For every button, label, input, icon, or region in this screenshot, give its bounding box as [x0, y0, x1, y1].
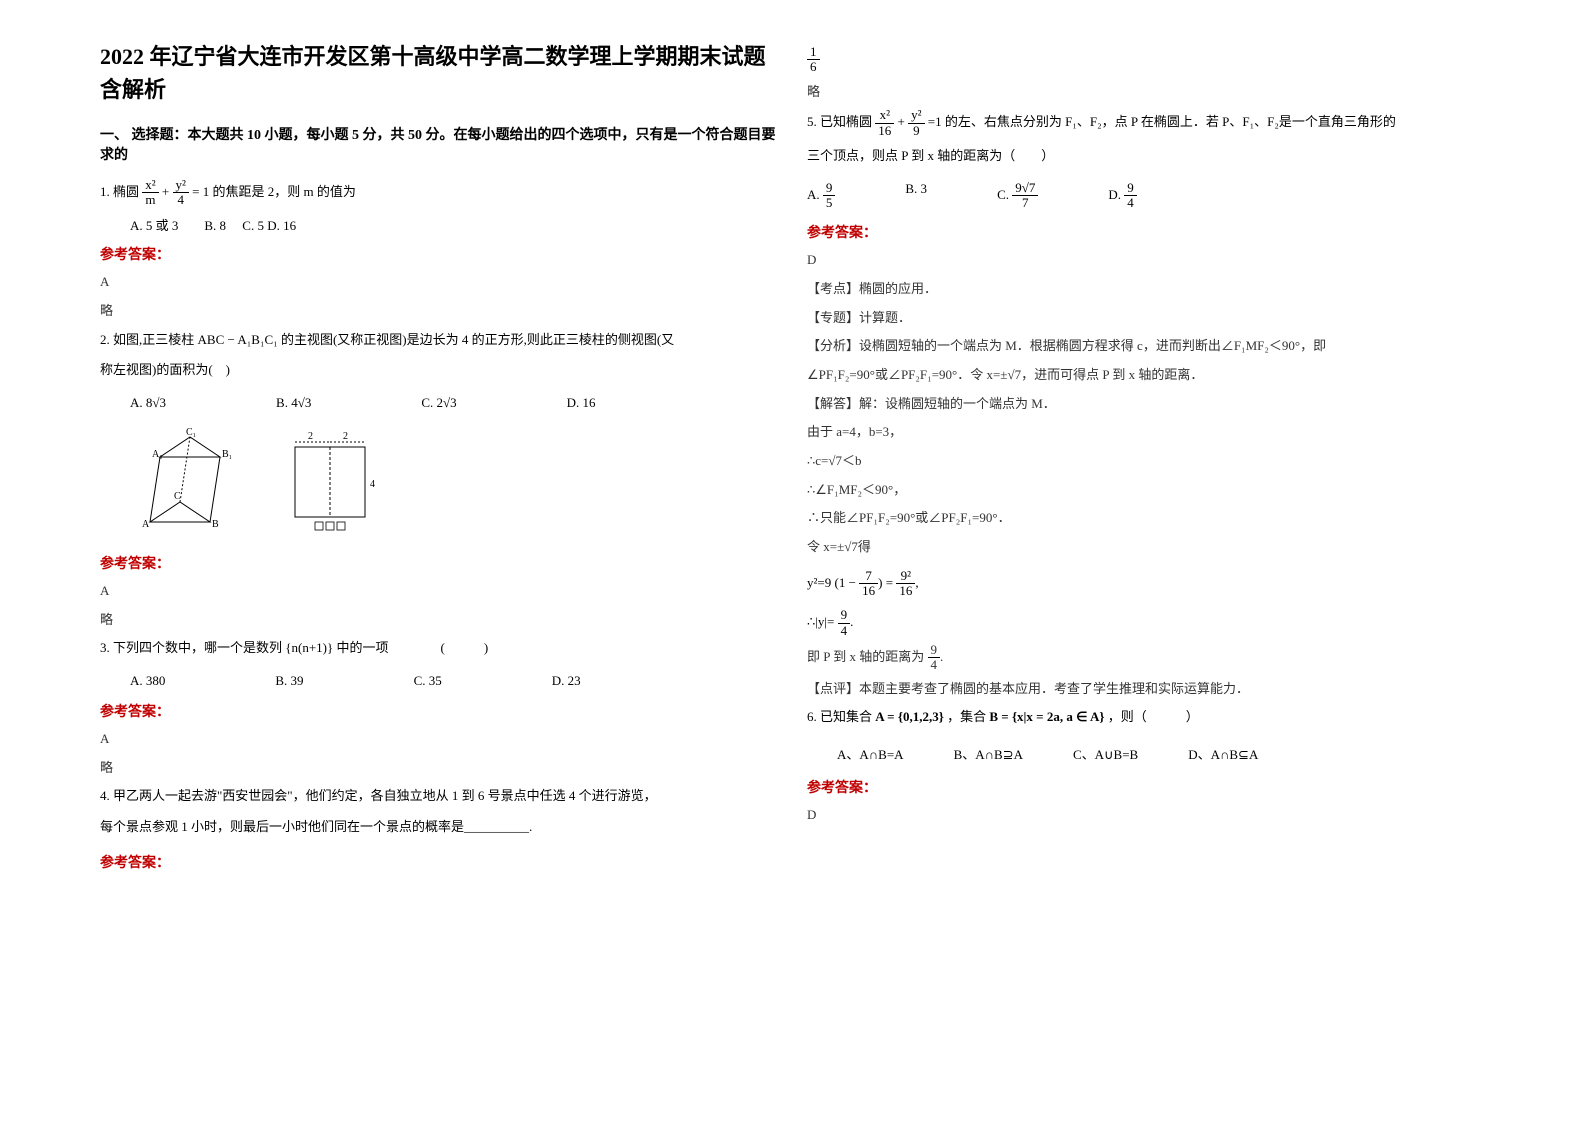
- svg-text:B: B: [212, 519, 219, 530]
- q6-mid: ，集合: [947, 709, 986, 724]
- q2-line2: 称左视图)的面积为( ): [100, 358, 780, 383]
- q5-s4: ∠PF₁F₂=90°或∠PF₂F₁=90°．令 x=±√7，进而可得点 P 到 …: [807, 363, 1487, 388]
- q6-suffix: ，则（ ）: [1108, 709, 1199, 724]
- q1-suffix: 的焦距是 2，则 m 的值为: [213, 184, 356, 199]
- q3-optC: C. 35: [414, 673, 442, 689]
- q4-brief: 略: [807, 80, 1487, 105]
- q6-answer: D: [807, 803, 1487, 828]
- prism-diagram: A B C A₁ B₁ C₁: [130, 427, 250, 537]
- svg-text:4: 4: [370, 479, 375, 490]
- q2-diagrams: A B C A₁ B₁ C₁ 2 2 4: [130, 427, 780, 537]
- q6-options: A、A∩B=A B、A∩B⊇A C、A∪B=B D、A∩B⊆A: [807, 744, 1487, 763]
- q5-suffix: =1 的左、右焦点分别为 F₁、F₂，点 P 在椭圆上．若 P、F₁、F₂是一个…: [928, 114, 1396, 129]
- question-2: 2. 如图,正三棱柱 ABC − A₁B₁C₁ 的主视图(又称正视图)是边长为 …: [100, 328, 780, 353]
- q6-optC: C、A∪B=B: [1073, 744, 1138, 763]
- q1-prefix: 1. 椭圆: [100, 184, 139, 199]
- q2-options: A. 8√3 B. 4√3 C. 2√3 D. 16: [100, 395, 780, 411]
- q5-prefix: 5. 已知椭圆: [807, 114, 872, 129]
- q6-optD: D、A∩B⊆A: [1188, 744, 1258, 763]
- q2-optA: A. 8√3: [130, 395, 166, 411]
- q3-answer: A: [100, 727, 780, 752]
- q6-setA: A = {0,1,2,3}: [875, 709, 944, 724]
- q5-s8: ∴∠F₁MF₂＜90°，: [807, 478, 1487, 503]
- q4-answer-frac: 1 6: [807, 45, 1487, 75]
- question-1: 1. 椭圆 x²m + y²4 = 1 的焦距是 2，则 m 的值为: [100, 178, 780, 208]
- q5-answer-label: 参考答案：: [807, 222, 1487, 242]
- front-view-diagram: 2 2 4: [280, 427, 390, 537]
- q2-sup: ABC − A₁B₁C₁: [198, 332, 278, 347]
- question-3: 3. 下列四个数中，哪一个是数列 {n(n+1)} 中的一项 ( ): [100, 636, 780, 661]
- right-column: 1 6 略 5. 已知椭圆 x²16 + y²9 =1 的左、右焦点分别为 F₁…: [807, 40, 1487, 1082]
- q6-optB: B、A∩B⊇A: [954, 744, 1023, 763]
- left-column: 2022 年辽宁省大连市开发区第十高级中学高二数学理上学期期末试题含解析 一、 …: [100, 40, 780, 1082]
- q5-optA: A. 95: [807, 181, 835, 211]
- question-4-line2: 每个景点参观 1 小时，则最后一小时他们同在一个景点的概率是__________…: [100, 815, 780, 840]
- q2-suffix: 的主视图(又称正视图)是边长为 4 的正方形,则此正三棱柱的侧视图(又: [281, 332, 674, 347]
- q1-formula-2: y²4: [173, 178, 189, 208]
- q6-prefix: 6. 已知集合: [807, 709, 872, 724]
- q1-answer: A: [100, 270, 780, 295]
- q5-s5: 【解答】解：设椭圆短轴的一个端点为 M．: [807, 392, 1487, 417]
- q5-s15: 【点评】本题主要考查了椭圆的基本应用．考查了学生推理和实际运算能力．: [807, 677, 1487, 702]
- q5-frac2: y²9: [908, 108, 924, 138]
- question-6: 6. 已知集合 A = {0,1,2,3} ，集合 B = {x|x = 2a,…: [807, 705, 1487, 730]
- q3-optD: D. 23: [552, 673, 581, 689]
- svg-text:2: 2: [308, 431, 313, 442]
- q1-options: A. 5 或 3 B. 8 C. 5 D. 16: [100, 214, 780, 239]
- q3-options: A. 380 B. 39 C. 35 D. 23: [100, 673, 780, 689]
- q6-answer-label: 参考答案：: [807, 777, 1487, 797]
- q5-s14: 即 P 到 x 轴的距离为 94.: [807, 643, 1487, 673]
- q4-answer-label: 参考答案：: [100, 852, 780, 872]
- q3-suffix: 中的一项 ( ): [337, 640, 489, 655]
- q3-formula: {n(n+1)}: [285, 640, 333, 655]
- q5-s9: ∴只能∠PF₁F₂=90°或∠PF₂F₁=90°．: [807, 506, 1487, 531]
- q5-line2: 三个顶点，则点 P 到 x 轴的距离为（ ）: [807, 144, 1487, 169]
- svg-text:2: 2: [343, 431, 348, 442]
- svg-text:B₁: B₁: [222, 449, 232, 460]
- q3-optB: B. 39: [275, 673, 303, 689]
- q2-optB: B. 4√3: [276, 395, 311, 411]
- q2-brief: 略: [100, 608, 780, 633]
- svg-text:C₁: C₁: [186, 427, 196, 438]
- q5-optD: D. 94: [1108, 181, 1136, 211]
- svg-text:A₁: A₁: [152, 449, 163, 460]
- q3-prefix: 3. 下列四个数中，哪一个是数列: [100, 640, 282, 655]
- q5-s11: y²=9 (1 − 716) = 9²16,: [807, 569, 1487, 599]
- q5-options: A. 95 B. 3 C. 9√77 D. 94: [807, 181, 1487, 211]
- q6-optA: A、A∩B=A: [837, 744, 904, 763]
- q1-formula: x²m: [142, 178, 158, 208]
- q5-optC: C. 9√77: [997, 181, 1038, 211]
- q5-s1: 【考点】椭圆的应用．: [807, 277, 1487, 302]
- question-4-line1: 4. 甲乙两人一起去游"西安世园会"，他们约定，各自独立地从 1 到 6 号景点…: [100, 784, 780, 809]
- q5-s13: ∴|y|= 94.: [807, 608, 1487, 638]
- q2-answer: A: [100, 579, 780, 604]
- q3-optA: A. 380: [130, 673, 165, 689]
- page-title: 2022 年辽宁省大连市开发区第十高级中学高二数学理上学期期末试题含解析: [100, 40, 780, 106]
- q2-optC: C. 2√3: [421, 395, 456, 411]
- question-5: 5. 已知椭圆 x²16 + y²9 =1 的左、右焦点分别为 F₁、F₂，点 …: [807, 108, 1487, 138]
- section-header: 一、 选择题：本大题共 10 小题，每小题 5 分，共 50 分。在每小题给出的…: [100, 124, 780, 164]
- q6-setB: B = {x|x = 2a, a ∈ A}: [989, 709, 1104, 724]
- q5-s2: 【专题】计算题．: [807, 306, 1487, 331]
- q5-s6: 由于 a=4，b=3，: [807, 420, 1487, 445]
- q5-answer: D: [807, 248, 1487, 273]
- q1-answer-label: 参考答案：: [100, 244, 780, 264]
- q5-s10: 令 x=±√7得: [807, 535, 1487, 560]
- q5-optB: B. 3: [905, 181, 927, 211]
- q2-answer-label: 参考答案：: [100, 553, 780, 573]
- q2-prefix: 2. 如图,正三棱柱: [100, 332, 194, 347]
- q5-s7: ∴c=√7＜b: [807, 449, 1487, 474]
- q5-s3: 【分析】设椭圆短轴的一个端点为 M．根据椭圆方程求得 c，进而判断出∠F₁MF₂…: [807, 334, 1487, 359]
- q3-brief: 略: [100, 756, 780, 781]
- q1-brief: 略: [100, 299, 780, 324]
- svg-text:C: C: [174, 491, 181, 502]
- svg-text:A: A: [142, 519, 150, 530]
- q2-optD: D. 16: [567, 395, 596, 411]
- q5-frac1: x²16: [875, 108, 894, 138]
- q3-answer-label: 参考答案：: [100, 701, 780, 721]
